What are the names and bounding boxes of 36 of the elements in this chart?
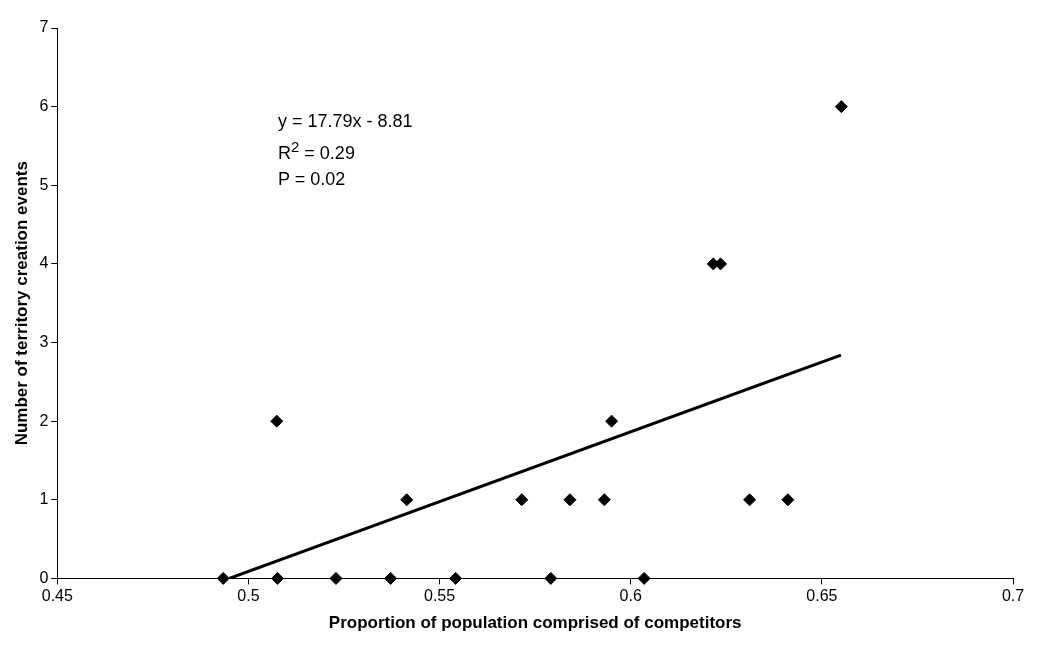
y-tick-label: 5: [39, 175, 49, 193]
point: [597, 493, 611, 507]
point: [563, 493, 577, 507]
annotation: P = 0.02: [278, 168, 347, 191]
point: [515, 493, 529, 507]
y-tick-label: 6: [39, 97, 49, 115]
y-tick-label: 7: [39, 18, 49, 36]
x-tick-label: 0.65: [806, 587, 838, 605]
x-tick-label: 0.6: [619, 587, 642, 605]
y-tick-label: 4: [39, 254, 49, 272]
x-tick-label: 0.55: [424, 587, 456, 605]
y-tick-label: 2: [39, 411, 49, 429]
point: [637, 571, 651, 585]
y-axis-title: Number of territory creation events: [11, 161, 31, 446]
point: [329, 571, 343, 585]
y-tick-label: 1: [39, 490, 49, 508]
point: [270, 571, 284, 585]
point: [449, 571, 463, 585]
annotation: y = 17.79x - 8.81: [278, 110, 413, 133]
y-tick-label: 0: [39, 568, 49, 586]
point: [400, 493, 414, 507]
annotation: R$^{2}$ = 0.29: [278, 137, 356, 165]
x-tick-label: 0.45: [41, 587, 73, 605]
x-tick-label: 0.5: [237, 587, 260, 605]
point: [834, 100, 848, 114]
x-axis-title: Proportion of population comprised of competitors: [328, 613, 742, 633]
x-tick-label: 0.7: [1001, 587, 1025, 605]
point: [216, 571, 230, 585]
point: [384, 571, 398, 585]
y-tick-label: 3: [39, 332, 49, 350]
point: [544, 571, 558, 585]
point: [714, 257, 728, 271]
point: [743, 493, 757, 507]
point: [781, 493, 795, 507]
point: [605, 414, 619, 428]
point: [270, 414, 284, 428]
